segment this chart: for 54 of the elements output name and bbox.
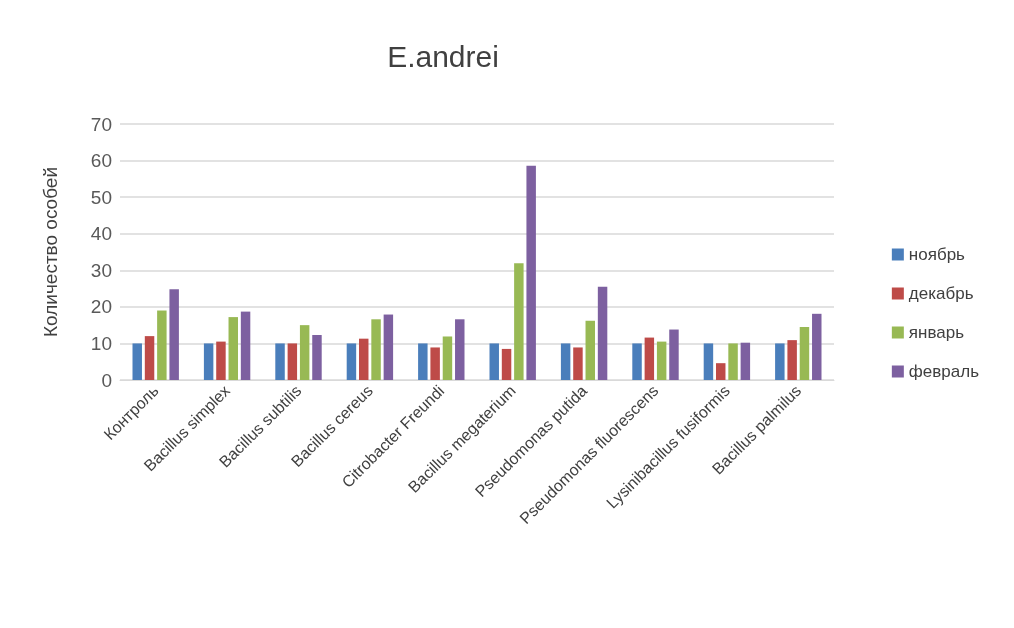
bar: [371, 319, 381, 380]
y-tick-label: 50: [90, 186, 112, 208]
bar: [455, 319, 465, 380]
y-tick-label: 10: [90, 332, 112, 354]
bar: [514, 263, 524, 380]
bar: [728, 343, 738, 380]
bar: [157, 310, 167, 380]
bar: [489, 343, 499, 380]
bar: [203, 343, 214, 380]
bar: [656, 341, 667, 380]
bar: [632, 343, 642, 380]
bar: [418, 343, 428, 380]
y-tick-label: 30: [90, 259, 112, 281]
bar: [287, 343, 298, 380]
y-axis-title: Количество особей: [40, 166, 61, 338]
bar: [228, 317, 238, 380]
legend-label: февраль: [908, 362, 980, 381]
bar: [359, 338, 369, 380]
bar: [560, 343, 571, 380]
y-tick-label: 40: [90, 223, 112, 245]
bar: [526, 165, 536, 380]
bar: [240, 311, 251, 380]
legend-label: январь: [908, 323, 965, 342]
bar: [346, 343, 357, 380]
bar: [716, 363, 726, 380]
y-tick-label: 0: [101, 369, 112, 391]
bar: [573, 347, 583, 380]
bar: [775, 343, 785, 380]
bar: [430, 347, 440, 380]
chart-title: E.andrei: [387, 39, 499, 73]
bar: [740, 342, 751, 380]
bar: [669, 329, 679, 380]
bar: [169, 289, 179, 380]
bar: [299, 325, 310, 380]
bar: [442, 336, 453, 380]
y-tick-label: 70: [90, 113, 112, 135]
bar: [501, 348, 512, 380]
bar: [597, 286, 608, 380]
y-tick-label: 60: [90, 150, 112, 172]
bar: [812, 313, 822, 380]
bar: [383, 314, 394, 380]
bar: [144, 336, 155, 380]
bar: [312, 335, 322, 380]
bar: [585, 320, 595, 380]
bar: [216, 341, 226, 380]
bar: [787, 340, 797, 380]
y-tick-label: 20: [90, 296, 112, 318]
legend-label: ноябрь: [908, 245, 966, 264]
legend-label: декабрь: [908, 284, 974, 303]
bar: [644, 337, 655, 380]
bar: [132, 343, 142, 380]
bar: [799, 326, 810, 380]
bar: [275, 343, 285, 380]
bar: [703, 343, 714, 380]
